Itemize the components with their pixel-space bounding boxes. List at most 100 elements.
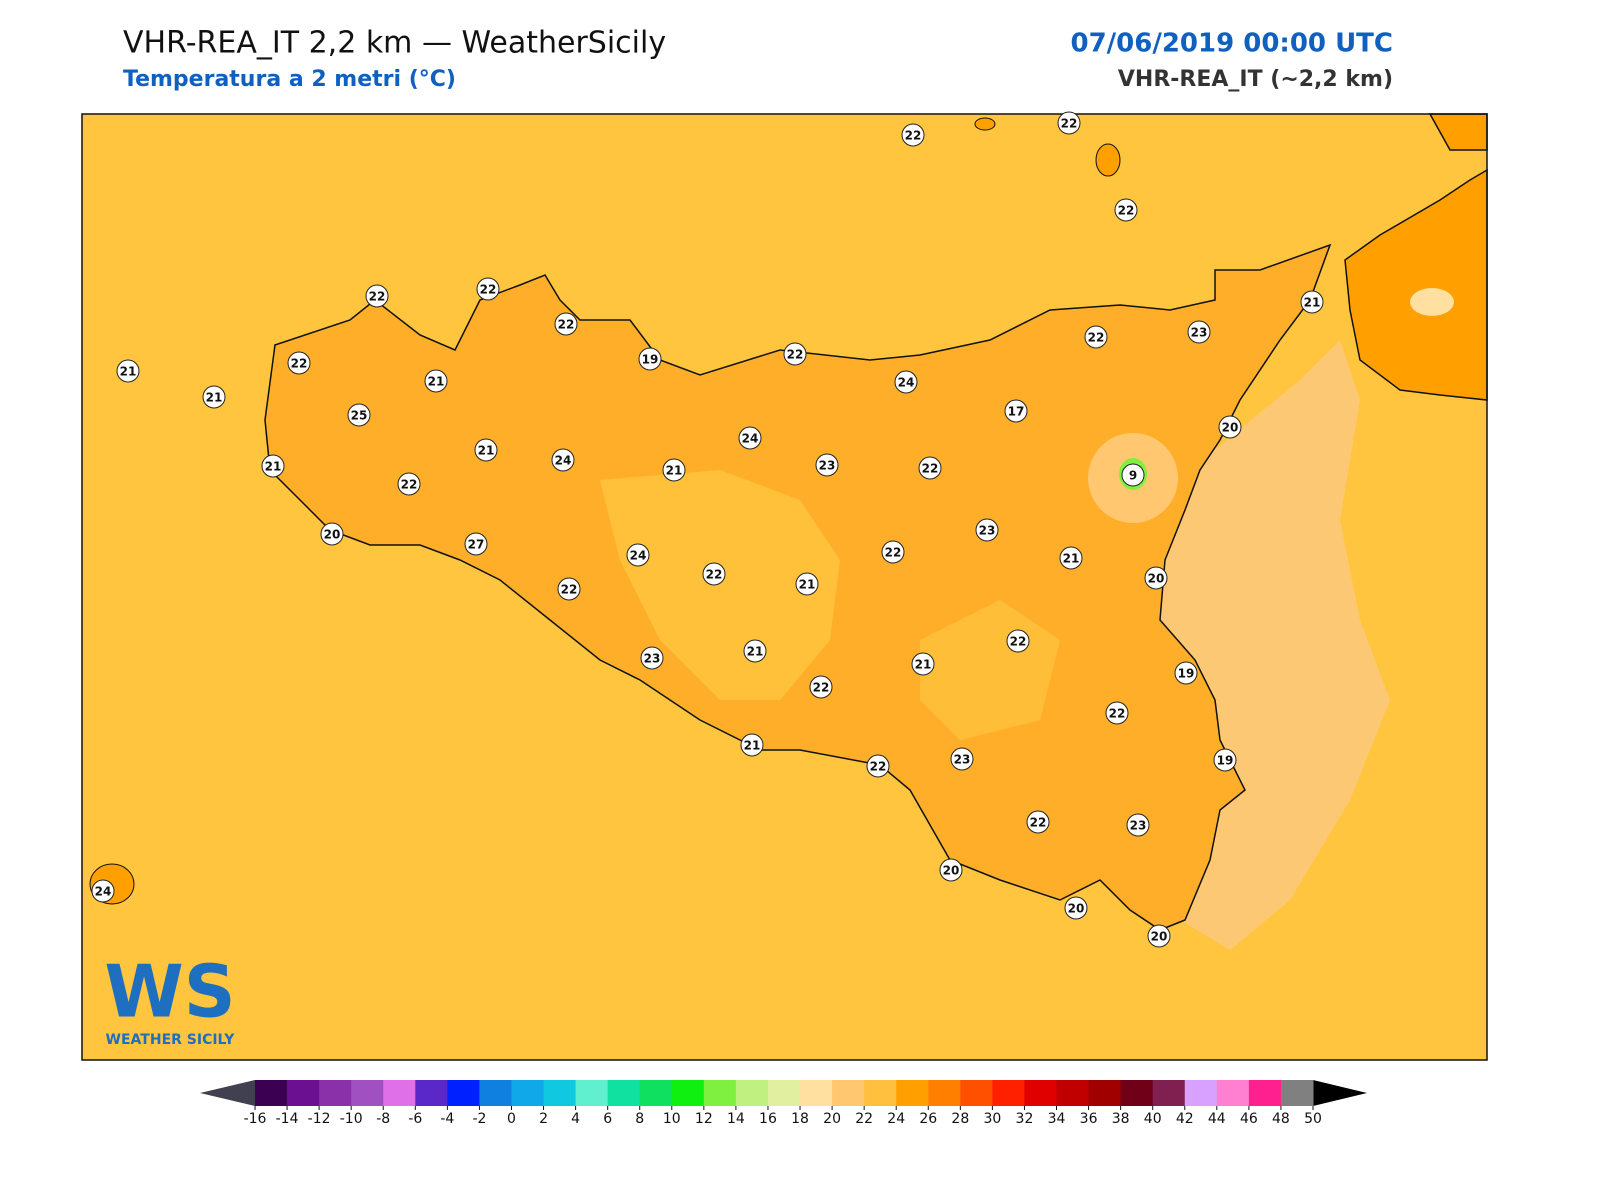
- station-value: 22: [558, 318, 575, 332]
- colorbar-bin: [1248, 1080, 1282, 1106]
- colorbar-tick-label: 40: [1144, 1111, 1162, 1127]
- station-marker: [1144, 566, 1168, 590]
- colorbar-tick-label: 48: [1272, 1111, 1290, 1127]
- station-marker: [815, 453, 839, 477]
- station-value: 24: [630, 549, 647, 563]
- station-marker: [638, 347, 662, 371]
- colorbar-bin: [287, 1080, 320, 1106]
- station-marker: [640, 646, 664, 670]
- colorbar-bin: [351, 1080, 384, 1106]
- station-marker: [1213, 748, 1237, 772]
- station-marker: [287, 351, 311, 375]
- inland-cool: [600, 470, 840, 700]
- colorbar-tick-label: 0: [507, 1111, 516, 1127]
- station-value: 24: [742, 432, 759, 446]
- station-value: 20: [943, 864, 960, 878]
- station-value: 22: [1088, 331, 1105, 345]
- station-marker: [743, 639, 767, 663]
- station-marker: [476, 277, 500, 301]
- colorbar-tick-label: 12: [695, 1111, 713, 1127]
- station-value: 23: [1191, 326, 1208, 340]
- station-marker: [939, 858, 963, 882]
- station-marker: [202, 385, 226, 409]
- station-marker: [1147, 924, 1171, 948]
- station-value: 21: [206, 391, 223, 405]
- colorbar-bin: [479, 1080, 512, 1106]
- station-marker: [1187, 320, 1211, 344]
- colorbar-bin: [703, 1080, 737, 1106]
- station-marker: [738, 426, 762, 450]
- station-value: 22: [813, 681, 830, 695]
- station-value: 25: [351, 409, 368, 423]
- station-marker: [702, 562, 726, 586]
- colorbar-under: [200, 1080, 255, 1106]
- colorbar-bin: [607, 1080, 641, 1106]
- station-value: 19: [1217, 754, 1234, 768]
- station-value: 20: [1222, 421, 1239, 435]
- station-marker: [347, 403, 371, 427]
- station-marker: [557, 577, 581, 601]
- colorbar-tick-label: -16: [244, 1111, 267, 1127]
- station-marker: [1026, 810, 1050, 834]
- logo-text: WEATHER SICILY: [106, 1032, 236, 1048]
- station-value: 22: [905, 129, 922, 143]
- colorbar-tick-label: -4: [440, 1111, 454, 1127]
- colorbar-bin: [832, 1080, 865, 1106]
- station-marker: [474, 438, 498, 462]
- colorbar-bin: [447, 1080, 480, 1106]
- colorbar-over: [1313, 1080, 1367, 1106]
- colorbar-tick-label: 10: [663, 1111, 681, 1127]
- colorbar-tick-label: -10: [340, 1111, 363, 1127]
- station-value: 20: [1148, 572, 1165, 586]
- station-marker: [1121, 463, 1145, 487]
- colorbar: -16 -14 -12 -10 -8 -6 -4 -2 0 2 4 6 8 10 12 14 16 18 20 22 2…: [200, 1080, 1367, 1127]
- colorbar-tick-label: 38: [1112, 1111, 1130, 1127]
- colorbar-tick-label: 32: [1016, 1111, 1034, 1127]
- colorbar-tick-label: -2: [472, 1111, 486, 1127]
- colorbar-tick-label: -6: [408, 1111, 422, 1127]
- colorbar-tick-label: 44: [1208, 1111, 1226, 1127]
- station-value: 22: [369, 290, 386, 304]
- colorbar-bin: [735, 1080, 769, 1106]
- station-value: 22: [1118, 204, 1135, 218]
- colorbar-tick-label: 30: [983, 1111, 1001, 1127]
- colorbar-bin: [383, 1080, 416, 1106]
- station-marker: [116, 359, 140, 383]
- station-value: 22: [561, 583, 578, 597]
- station-marker: [740, 733, 764, 757]
- station-marker: [894, 370, 918, 394]
- station-marker: [1218, 415, 1242, 439]
- stations: 22 22 22 22 22 22 21 21 22 21 25 21 21 22 20 24 19 22 24 24…: [91, 111, 1324, 948]
- station-marker: [783, 342, 807, 366]
- station-value: 22: [480, 283, 497, 297]
- station-marker: [1059, 546, 1083, 570]
- colorbar-tick-label: 24: [887, 1111, 905, 1127]
- station-marker: [1114, 198, 1138, 222]
- colorbar-tick-label: 36: [1080, 1111, 1098, 1127]
- station-marker: [1300, 290, 1324, 314]
- colorbar-tick-label: 6: [603, 1111, 612, 1127]
- colorbar-tick-label: 42: [1176, 1111, 1194, 1127]
- station-marker: [975, 518, 999, 542]
- subtitle: Temperatura a 2 metri (°C): [123, 67, 456, 92]
- station-marker: [1105, 701, 1129, 725]
- station-marker: [1084, 325, 1108, 349]
- station-value: 21: [915, 658, 932, 672]
- model: VHR-REA_IT (~2,2 km): [1118, 67, 1393, 92]
- station-value: 21: [666, 464, 683, 478]
- colorbar-tick-label: 46: [1240, 1111, 1258, 1127]
- colorbar-tick-label: 4: [571, 1111, 580, 1127]
- station-marker: [1174, 661, 1198, 685]
- station-marker: [866, 754, 890, 778]
- station-value: 19: [642, 353, 659, 367]
- station-value: 20: [1151, 930, 1168, 944]
- colorbar-bin: [864, 1080, 897, 1106]
- station-value: 21: [120, 365, 137, 379]
- station-value: 22: [787, 348, 804, 362]
- colorbar-tick-label: -14: [276, 1111, 299, 1127]
- station-value: 22: [870, 760, 887, 774]
- aspromonte: [1410, 288, 1454, 316]
- colorbar-bin: [1280, 1080, 1314, 1106]
- colorbar-bin: [575, 1080, 609, 1106]
